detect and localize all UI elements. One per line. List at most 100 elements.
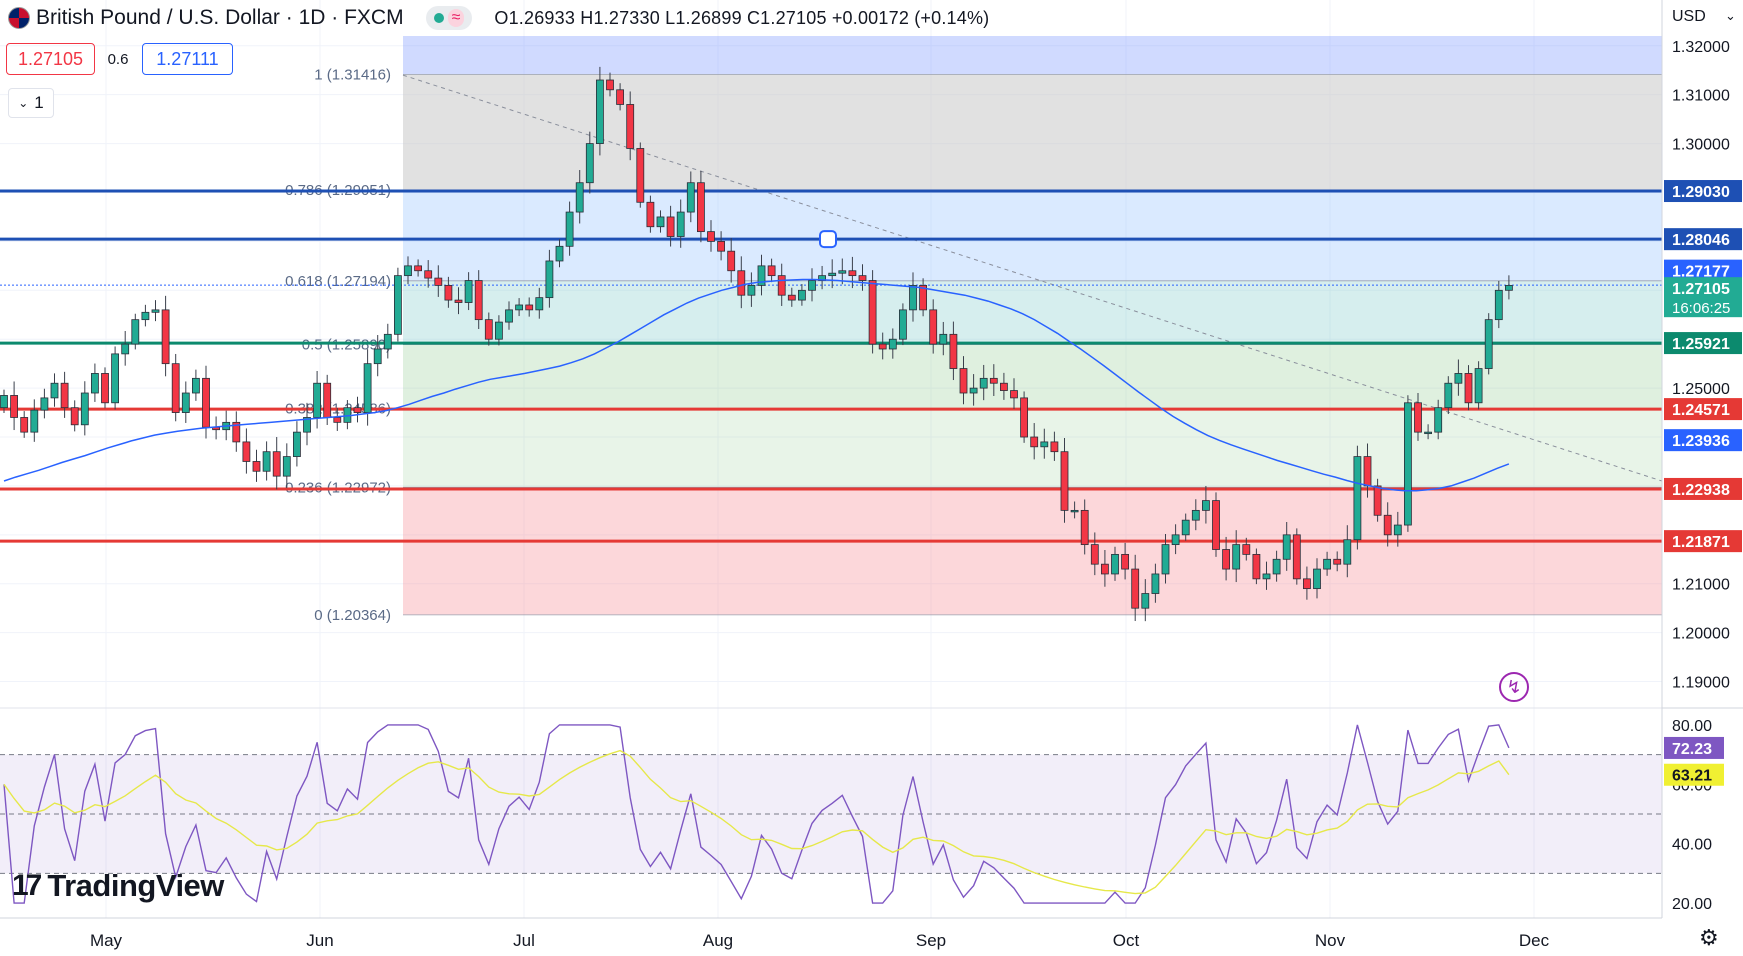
candle-body bbox=[636, 148, 645, 203]
candle-body bbox=[575, 182, 584, 213]
candle-body bbox=[1090, 544, 1099, 565]
candle-body bbox=[20, 417, 29, 433]
candle-body bbox=[60, 382, 69, 409]
price-tick-label: 1.21000 bbox=[1672, 577, 1730, 594]
interval-toggle[interactable]: ⌄ 1 bbox=[8, 88, 54, 118]
candle-body bbox=[767, 265, 776, 277]
lightning-icon[interactable]: ↯ bbox=[1499, 672, 1529, 702]
candle-body bbox=[1494, 289, 1503, 321]
candle-body bbox=[191, 377, 200, 394]
candle-body bbox=[1111, 553, 1119, 575]
time-tick-label: Sep bbox=[916, 931, 946, 950]
sell-button[interactable]: 1.27105 bbox=[6, 43, 95, 75]
candle-body bbox=[363, 363, 372, 413]
candle-body bbox=[545, 260, 554, 299]
candle-body bbox=[1232, 544, 1241, 570]
candle-body bbox=[242, 441, 251, 462]
candle-body bbox=[757, 265, 766, 286]
candle-body bbox=[101, 373, 109, 404]
gear-icon[interactable]: ⚙ bbox=[1699, 925, 1719, 950]
candle-body bbox=[353, 407, 362, 413]
candle-body bbox=[464, 280, 473, 303]
candle-body bbox=[1434, 407, 1443, 433]
candle-body bbox=[1272, 558, 1281, 575]
price-level-badge-label: 1.24571 bbox=[1672, 402, 1730, 419]
candle-body bbox=[969, 387, 978, 394]
candle-body bbox=[292, 431, 301, 457]
candle-body bbox=[585, 143, 594, 184]
price-level-badge bbox=[1664, 477, 1742, 500]
time-tick-label: Dec bbox=[1519, 931, 1550, 950]
candle-body bbox=[939, 333, 948, 345]
candle-body bbox=[1282, 534, 1291, 560]
candle-body bbox=[515, 304, 523, 311]
candle-body bbox=[868, 280, 877, 345]
tradingview-mark-icon: 17 bbox=[12, 869, 42, 902]
candle-body bbox=[313, 382, 322, 418]
fib-zone bbox=[403, 280, 1662, 345]
candle-body bbox=[1131, 568, 1140, 609]
candle-body bbox=[1444, 382, 1453, 409]
candle-body bbox=[1292, 534, 1301, 580]
price-tick-label: 1.20000 bbox=[1672, 626, 1730, 643]
candle-body bbox=[141, 311, 150, 321]
time-tick-label: Aug bbox=[703, 931, 733, 950]
candle-body bbox=[676, 211, 685, 237]
symbol-title[interactable]: British Pound / U.S. Dollar · 1D · FXCM bbox=[36, 6, 404, 29]
fib-label: 0.5 (1.25890) bbox=[302, 337, 391, 354]
candle-body bbox=[838, 270, 847, 274]
candle-body bbox=[70, 407, 79, 426]
candle-body bbox=[161, 309, 170, 365]
candle-body bbox=[1464, 373, 1473, 404]
candle-body bbox=[383, 333, 392, 350]
buy-button[interactable]: 1.27111 bbox=[142, 43, 233, 75]
candle-body bbox=[949, 333, 958, 369]
candle-body bbox=[1242, 544, 1251, 555]
gb-us-flag-icon bbox=[8, 7, 30, 29]
axis-badge bbox=[1664, 259, 1742, 282]
rsi-value-badge-label: 72.23 bbox=[1672, 741, 1712, 758]
candle-body bbox=[1404, 402, 1412, 526]
price-tick-label: 1.32000 bbox=[1672, 39, 1730, 56]
time-tick-label: Nov bbox=[1315, 931, 1346, 950]
price-tick-label: 1.30000 bbox=[1672, 137, 1730, 154]
candle-body bbox=[282, 456, 291, 477]
candle-body bbox=[555, 245, 564, 262]
candle-body bbox=[919, 285, 927, 311]
candle-body bbox=[565, 211, 574, 247]
price-tick-label: 1.25000 bbox=[1672, 381, 1730, 398]
tradingview-logo[interactable]: 17 TradingView bbox=[12, 868, 224, 904]
currency-selector[interactable]: USD bbox=[1672, 8, 1706, 25]
price-tick-label: 1.19000 bbox=[1672, 675, 1730, 692]
candle-body bbox=[111, 353, 119, 404]
price-level-badge-label: 1.28046 bbox=[1672, 232, 1730, 249]
candle-body bbox=[909, 285, 917, 311]
candle-body bbox=[80, 392, 89, 426]
rsi-tick-label: 40.00 bbox=[1672, 837, 1712, 854]
candle-body bbox=[404, 265, 412, 277]
candle-body bbox=[1262, 573, 1271, 580]
fib-zone-top bbox=[403, 36, 1662, 75]
candle-body bbox=[1393, 524, 1402, 536]
candle-body bbox=[30, 409, 39, 433]
candle-body bbox=[262, 451, 271, 472]
candle-body bbox=[929, 309, 938, 345]
candle-body bbox=[424, 270, 433, 279]
candle-body bbox=[1484, 319, 1493, 369]
currency-chevron-icon[interactable]: ⌄ bbox=[1725, 8, 1736, 23]
interval-value: 1 bbox=[34, 93, 44, 112]
market-status-pill[interactable]: ≈ bbox=[425, 6, 473, 30]
candle-body bbox=[606, 79, 614, 91]
candle-body bbox=[505, 309, 513, 323]
candle-body bbox=[707, 231, 715, 242]
candle-body bbox=[10, 395, 19, 418]
rsi-line bbox=[3, 724, 1510, 904]
axis-badge-label: 1.27105 bbox=[1672, 281, 1730, 298]
candle-body bbox=[50, 382, 59, 399]
price-level-badge-label: 1.25921 bbox=[1672, 336, 1730, 353]
candle-body bbox=[656, 216, 665, 228]
fib-zone bbox=[403, 408, 1662, 488]
time-tick-label: May bbox=[90, 931, 123, 950]
price-level-badge-label: 1.22938 bbox=[1672, 482, 1730, 499]
